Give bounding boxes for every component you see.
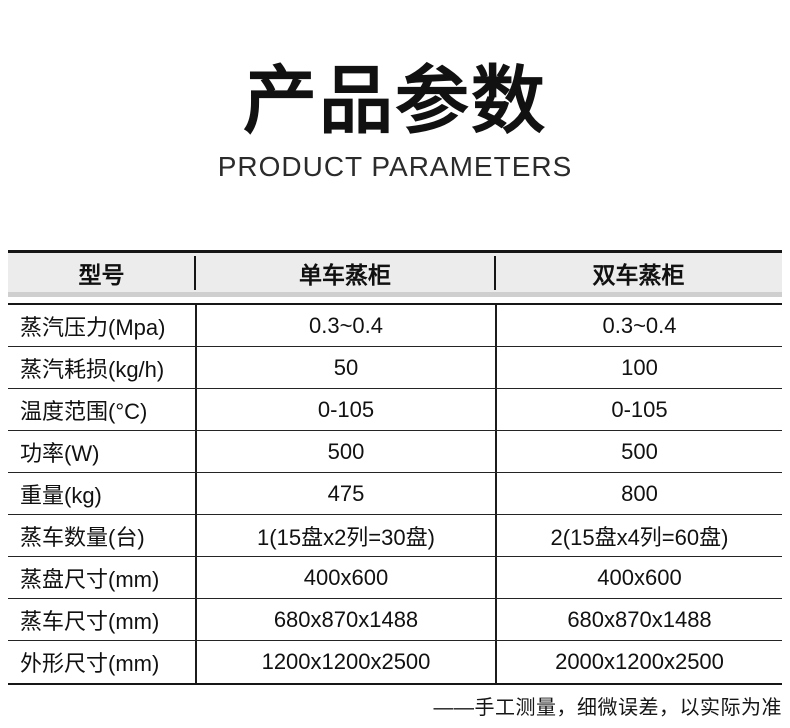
column-header-single-cart: 单车蒸柜	[194, 253, 495, 292]
double-cart-value: 500	[495, 431, 782, 472]
table-row: 重量(kg) 475 800	[8, 473, 782, 515]
table-row: 蒸盘尺寸(mm) 400x600 400x600	[8, 557, 782, 599]
table-header-row: 型号 单车蒸柜 双车蒸柜	[8, 253, 782, 292]
table-row: 蒸车数量(台) 1(15盘x2列=30盘) 2(15盘x4列=60盘)	[8, 515, 782, 557]
double-cart-value: 800	[495, 473, 782, 514]
column-header-model: 型号	[78, 261, 125, 288]
spec-table: 型号 单车蒸柜 双车蒸柜 蒸汽压力(Mpa) 0.3~0.4 0.3~0.4 蒸…	[8, 250, 782, 685]
double-cart-value: 0.3~0.4	[495, 305, 782, 346]
row-label: 功率(W)	[20, 440, 100, 466]
page-subtitle: PRODUCT PARAMETERS	[217, 151, 573, 183]
header-underline	[8, 303, 782, 305]
single-cart-value: 1(15盘x2列=30盘)	[195, 515, 495, 556]
table-row: 功率(W) 500 500	[8, 431, 782, 473]
row-label: 蒸车尺寸(mm)	[20, 608, 160, 634]
table-row: 外形尺寸(mm) 1200x1200x2500 2000x1200x2500	[8, 641, 782, 683]
single-cart-value: 0-105	[195, 389, 495, 430]
row-label: 蒸盘尺寸(mm)	[20, 566, 160, 592]
table-body: 蒸汽压力(Mpa) 0.3~0.4 0.3~0.4 蒸汽耗损(kg/h) 50 …	[8, 305, 782, 685]
double-cart-value: 400x600	[495, 557, 782, 598]
double-cart-value: 0-105	[495, 389, 782, 430]
single-cart-value: 0.3~0.4	[195, 305, 495, 346]
table-row: 蒸汽耗损(kg/h) 50 100	[8, 347, 782, 389]
table-row: 蒸汽压力(Mpa) 0.3~0.4 0.3~0.4	[8, 305, 782, 347]
single-cart-value: 1200x1200x2500	[195, 641, 495, 683]
row-label: 蒸汽耗损(kg/h)	[20, 356, 165, 382]
column-header-double-cart: 双车蒸柜	[494, 253, 782, 292]
single-cart-value: 50	[195, 347, 495, 388]
row-label: 外形尺寸(mm)	[20, 651, 160, 676]
single-cart-value: 680x870x1488	[195, 599, 495, 640]
row-label: 蒸车数量(台)	[20, 524, 145, 550]
double-cart-value: 680x870x1488	[495, 599, 782, 640]
double-cart-value: 2(15盘x4列=60盘)	[495, 515, 782, 556]
row-label: 重量(kg)	[20, 482, 102, 508]
table-row: 蒸车尺寸(mm) 680x870x1488 680x870x1488	[8, 599, 782, 641]
single-cart-value: 500	[195, 431, 495, 472]
header-gap	[8, 297, 782, 303]
single-cart-value: 475	[195, 473, 495, 514]
title-block: 产品参数 PRODUCT PARAMETERS	[0, 60, 790, 183]
row-label: 蒸汽压力(Mpa)	[20, 314, 166, 340]
table-row: 温度范围(°C) 0-105 0-105	[8, 389, 782, 431]
single-cart-value: 400x600	[195, 557, 495, 598]
double-cart-value: 100	[495, 347, 782, 388]
double-cart-value: 2000x1200x2500	[495, 641, 782, 683]
header-shadow-band	[8, 292, 782, 297]
page-title: 产品参数	[243, 59, 547, 142]
table-top-border	[8, 250, 782, 253]
measurement-footnote: ——手工测量，细微误差，以实际为准	[433, 697, 782, 719]
row-label: 温度范围(°C)	[20, 398, 148, 424]
